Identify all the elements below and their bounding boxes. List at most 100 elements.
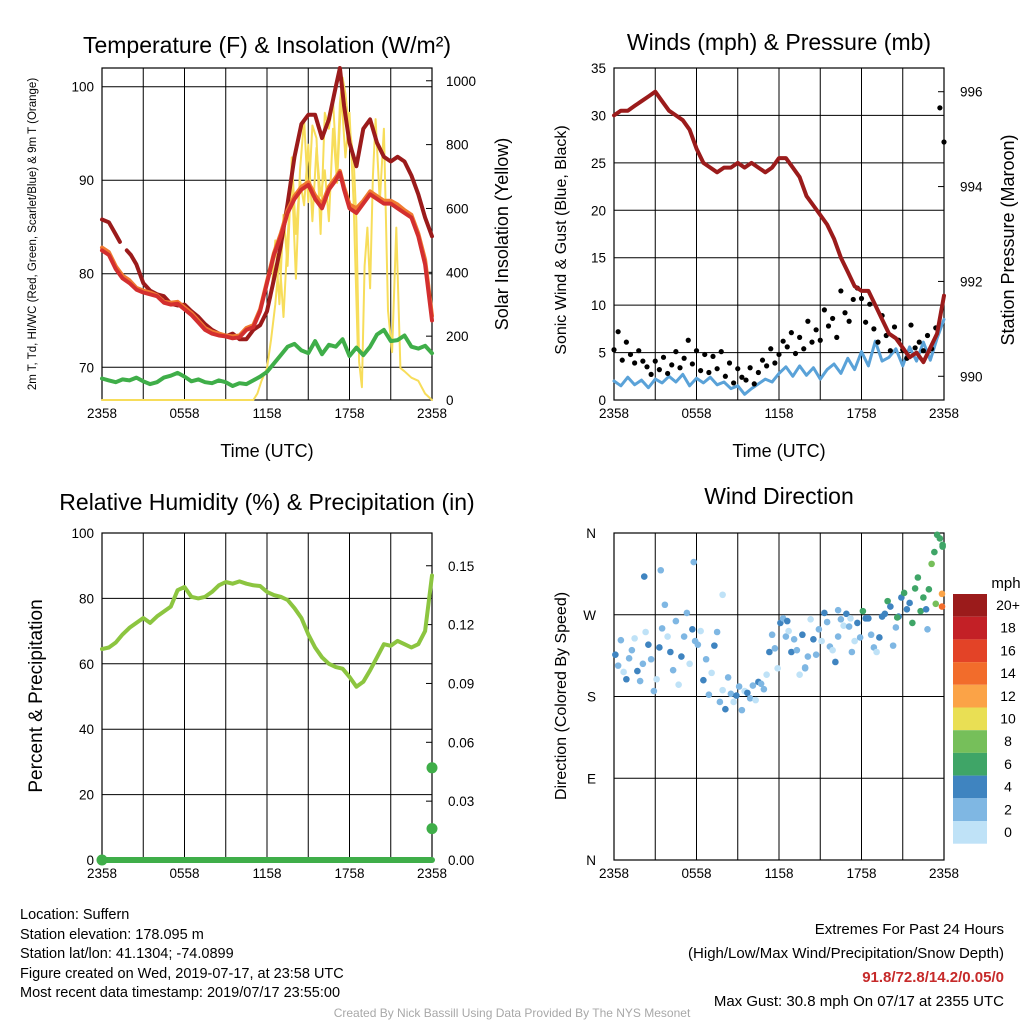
legend-swatch bbox=[953, 775, 987, 799]
temp-x-tick-label: 2358 bbox=[417, 406, 447, 421]
dir-point bbox=[893, 614, 901, 621]
dir-point bbox=[705, 691, 713, 698]
dir-point bbox=[889, 642, 897, 649]
wind-gust-dot bbox=[656, 367, 662, 373]
dir-point bbox=[686, 660, 693, 668]
rh-y-label: Percent & Precipitation bbox=[26, 599, 47, 792]
legend-label: 0 bbox=[1004, 824, 1012, 840]
legend-label: 4 bbox=[1004, 779, 1012, 795]
dir-point bbox=[675, 681, 682, 688]
wind-gust-dot bbox=[867, 301, 873, 307]
wind-y2-tick-label: 994 bbox=[960, 180, 983, 195]
dir-point bbox=[771, 645, 779, 652]
dir-point bbox=[768, 631, 776, 639]
dir-point bbox=[834, 606, 842, 614]
dir-point bbox=[884, 597, 891, 605]
wind-y2-tick-label: 990 bbox=[960, 369, 983, 384]
wind-gust-dot bbox=[912, 345, 918, 351]
dir-x-tick-label: 2358 bbox=[599, 866, 629, 881]
rh-y2-tick-label: 0.09 bbox=[448, 676, 474, 691]
dir-point bbox=[928, 560, 935, 568]
rh-y-tick-label: 80 bbox=[79, 591, 94, 606]
temp-y2-tick-label: 600 bbox=[446, 201, 469, 216]
dir-point bbox=[859, 607, 867, 615]
wind-gust-dot bbox=[887, 348, 893, 354]
wind-axes: 2358 0558 1158 1758 2358 bbox=[599, 67, 959, 421]
dir-y-label: Direction (Colored By Speed) bbox=[553, 592, 570, 800]
temp-x-tick-label: 1158 bbox=[252, 406, 281, 421]
rh-y-tick-label: 100 bbox=[71, 526, 94, 541]
dir-point bbox=[920, 594, 927, 601]
dir-point bbox=[840, 622, 847, 629]
temp-y2-tick-label: 400 bbox=[446, 265, 469, 280]
wind-gust-dot bbox=[726, 360, 733, 366]
station-info: Location: Suffern Station elevation: 178… bbox=[20, 906, 344, 1004]
precip-dot bbox=[426, 823, 438, 835]
rh-x-tick-label: 1758 bbox=[334, 866, 364, 881]
wind-gust-dot bbox=[891, 324, 898, 330]
dir-point bbox=[924, 625, 931, 633]
dir-x-tick-label: 0558 bbox=[681, 866, 711, 881]
wind-gust-dot bbox=[689, 361, 695, 367]
dir-point bbox=[766, 648, 773, 656]
wind-gust-dot bbox=[755, 369, 761, 376]
wind-gust-dot bbox=[850, 296, 856, 303]
dir-point bbox=[863, 615, 871, 622]
dir-point bbox=[639, 660, 647, 668]
wind-gust-dot bbox=[627, 351, 634, 358]
dir-point bbox=[876, 634, 883, 641]
temp-y2-tick-label: 200 bbox=[446, 329, 469, 344]
wind-gust-dot bbox=[681, 355, 687, 361]
wind-gust-dot bbox=[920, 348, 926, 354]
dir-point bbox=[719, 686, 726, 694]
dir-point bbox=[733, 692, 740, 699]
dir-point bbox=[716, 698, 724, 706]
wind-gust-dot bbox=[636, 348, 642, 354]
location-text: Location: Suffern bbox=[20, 907, 130, 923]
dir-point bbox=[625, 655, 633, 662]
rh-y2-tick-label: 0.06 bbox=[448, 735, 474, 750]
precip-dot bbox=[96, 854, 108, 866]
wind-pressure-line bbox=[612, 89, 946, 365]
wind-gust-dot bbox=[677, 365, 683, 371]
dir-point bbox=[694, 641, 702, 649]
wind-gust-dot bbox=[871, 326, 877, 332]
wind-gust-dot bbox=[743, 377, 749, 383]
dir-point bbox=[636, 677, 644, 685]
wind-y2-label: Station Pressure (Maroon) bbox=[998, 134, 1018, 345]
temp-series-red bbox=[100, 170, 434, 341]
wind-gust-dot bbox=[665, 370, 671, 377]
temp-series-maroon bbox=[100, 217, 122, 244]
wind-gust-dot bbox=[797, 334, 803, 340]
temp-y-tick-label: 70 bbox=[79, 360, 94, 375]
legend-swatch bbox=[953, 662, 987, 685]
dir-point bbox=[697, 627, 704, 635]
wind-gust-dot bbox=[772, 360, 778, 366]
legend-swatch bbox=[953, 684, 987, 708]
wind-x-tick-label: 2358 bbox=[599, 406, 629, 421]
legend-swatch bbox=[953, 707, 987, 731]
wind-gust-dot bbox=[632, 360, 638, 366]
dir-point bbox=[785, 627, 792, 635]
dir-point bbox=[938, 590, 946, 598]
dir-x-tick-label: 2358 bbox=[929, 866, 959, 881]
dir-point bbox=[911, 585, 919, 592]
wind-gust-dot bbox=[718, 349, 724, 355]
dir-axes: 2358 0558 1158 1758 2358 bbox=[599, 532, 959, 881]
dir-point bbox=[804, 653, 812, 660]
wind-gust-dot bbox=[759, 357, 766, 363]
rh-series-rh_green bbox=[100, 573, 434, 689]
wind-gust-dot bbox=[809, 339, 815, 345]
wind-gust-dot bbox=[685, 337, 691, 343]
legend-label: 6 bbox=[1004, 756, 1012, 772]
dir-point bbox=[801, 665, 809, 672]
wind-y2-tick-label: 996 bbox=[960, 85, 983, 100]
temp-x-tick-label: 2358 bbox=[87, 406, 117, 421]
temp-x-tick-label: 0558 bbox=[169, 406, 199, 421]
dir-point bbox=[727, 690, 735, 698]
temp-series-yellow bbox=[101, 76, 433, 401]
wind-gust-dot bbox=[648, 371, 654, 377]
wind-gust-dot bbox=[801, 346, 807, 352]
dir-point bbox=[837, 615, 845, 623]
